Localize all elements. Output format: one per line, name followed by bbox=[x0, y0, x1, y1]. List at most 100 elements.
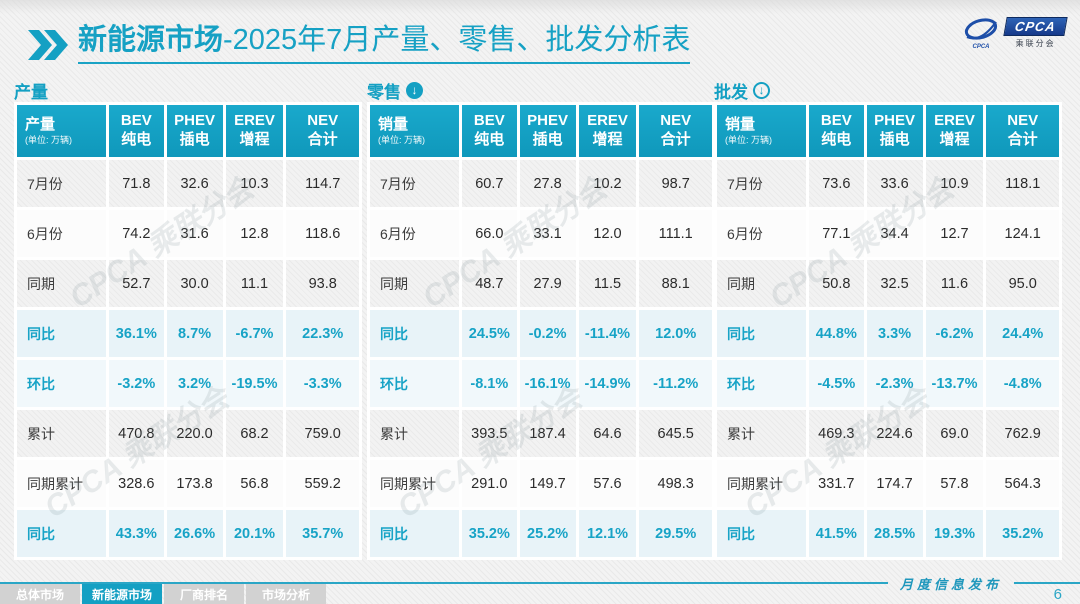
col-l2: 合计 bbox=[307, 131, 338, 148]
retail-section: 零售 ↓ 销量 (单位: 万辆) BEV 纯电 PHEV 插电 EREV 增程 NEV… bbox=[367, 78, 715, 560]
row-label: 同比 bbox=[717, 510, 807, 557]
cell-value: 174.7 bbox=[866, 460, 923, 507]
cell-value: -11.2% bbox=[639, 360, 712, 407]
cell-value: 124.1 bbox=[986, 210, 1059, 257]
table-row: 累计 393.5 187.4 64.6 645.5 bbox=[370, 410, 712, 457]
row-label: 同比 bbox=[17, 510, 107, 557]
col-l2: 插电 bbox=[532, 131, 563, 148]
cell-value: 10.2 bbox=[578, 160, 637, 207]
section-label-text: 零售 bbox=[367, 82, 401, 102]
cell-value: 36.1% bbox=[109, 310, 164, 357]
cell-value: 645.5 bbox=[639, 410, 712, 457]
cell-value: 8.7% bbox=[166, 310, 223, 357]
page-title-highlight: 新能源市场 bbox=[78, 24, 224, 56]
col-l1: NEV bbox=[660, 112, 692, 130]
cell-value: -3.2% bbox=[109, 360, 164, 407]
cell-value: 31.6 bbox=[166, 210, 223, 257]
cell-value: 68.2 bbox=[225, 410, 284, 457]
bottom-tab[interactable]: 总体市场 bbox=[0, 584, 80, 604]
section-label-text: 产量 bbox=[14, 82, 48, 102]
cell-value: 32.6 bbox=[166, 160, 223, 207]
column-header-bev: BEV 纯电 bbox=[109, 105, 164, 157]
cell-value: 93.8 bbox=[286, 260, 359, 307]
col-l2: 纯电 bbox=[121, 131, 152, 148]
cell-value: 35.2% bbox=[986, 510, 1059, 557]
cell-value: 559.2 bbox=[286, 460, 359, 507]
cell-value: 69.0 bbox=[925, 410, 984, 457]
col-l2: 合计 bbox=[660, 131, 691, 148]
cell-value: 43.3% bbox=[109, 510, 164, 557]
cell-value: 331.7 bbox=[809, 460, 864, 507]
row-label: 6月份 bbox=[717, 210, 807, 257]
cell-value: -4.8% bbox=[986, 360, 1059, 407]
row-label: 同期累计 bbox=[717, 460, 807, 507]
cell-value: -16.1% bbox=[519, 360, 576, 407]
cell-value: 35.2% bbox=[462, 510, 517, 557]
row-label: 环比 bbox=[717, 360, 807, 407]
table-row: 同期累计 328.6 173.8 56.8 559.2 bbox=[17, 460, 359, 507]
cell-value: 27.9 bbox=[519, 260, 576, 307]
title-bar: 新能源市场-2025年7月产量、零售、批发分析表 bbox=[28, 24, 691, 65]
cell-value: 25.2% bbox=[519, 510, 576, 557]
wholesale-table: 销量 (单位: 万辆) BEV 纯电 PHEV 插电 EREV 增程 NEV 合计 7月… bbox=[714, 102, 1062, 560]
cell-value: 291.0 bbox=[462, 460, 517, 507]
table-row: 7月份 60.7 27.8 10.2 98.7 bbox=[370, 160, 712, 207]
section-label-text: 批发 bbox=[714, 82, 748, 102]
row-label: 同期累计 bbox=[17, 460, 107, 507]
row-label: 同比 bbox=[717, 310, 807, 357]
column-header-nev: NEV 合计 bbox=[639, 105, 712, 157]
cell-value: -4.5% bbox=[809, 360, 864, 407]
cell-value: 20.1% bbox=[225, 510, 284, 557]
page-title-rest: -2025年7月产量、零售、批发分析表 bbox=[223, 24, 691, 56]
top-shading-band bbox=[0, 0, 1080, 14]
header-row: 销量 (单位: 万辆) BEV 纯电 PHEV 插电 EREV 增程 NEV 合计 bbox=[370, 105, 712, 157]
unit-note: (单位: 万辆) bbox=[25, 134, 72, 145]
col-l2: 插电 bbox=[179, 131, 210, 148]
cell-value: 12.8 bbox=[225, 210, 284, 257]
table-row: 6月份 74.2 31.6 12.8 118.6 bbox=[17, 210, 359, 257]
production-table: 产量 (单位: 万辆) BEV 纯电 PHEV 插电 EREV 增程 NEV 合计 7月… bbox=[14, 102, 362, 560]
row-label: 同比 bbox=[370, 310, 460, 357]
cell-value: 32.5 bbox=[866, 260, 923, 307]
table-row: 6月份 77.1 34.4 12.7 124.1 bbox=[717, 210, 1059, 257]
col-l1: EREV bbox=[587, 112, 628, 130]
column-header-phev: PHEV 插电 bbox=[519, 105, 576, 157]
bottom-tab[interactable]: 市场分析 bbox=[246, 584, 326, 604]
cell-value: 33.1 bbox=[519, 210, 576, 257]
arrow-down-circle-outline-icon: ↓ bbox=[753, 81, 770, 99]
cell-value: 95.0 bbox=[986, 260, 1059, 307]
cell-value: 27.8 bbox=[519, 160, 576, 207]
cell-value: 3.3% bbox=[866, 310, 923, 357]
row-label: 同期累计 bbox=[370, 460, 460, 507]
row-label: 同期 bbox=[717, 260, 807, 307]
table-row: 同期 48.7 27.9 11.5 88.1 bbox=[370, 260, 712, 307]
bottom-tab[interactable]: 厂商排名 bbox=[164, 584, 244, 604]
cell-value: 10.3 bbox=[225, 160, 284, 207]
cell-value: 88.1 bbox=[639, 260, 712, 307]
col-l2: 纯电 bbox=[474, 131, 505, 148]
cell-value: -3.3% bbox=[286, 360, 359, 407]
col-l2: 插电 bbox=[879, 131, 910, 148]
cell-value: 29.5% bbox=[639, 510, 712, 557]
cell-value: -2.3% bbox=[866, 360, 923, 407]
cpca-logo-text-block: CPCA 乘联分会 bbox=[1003, 17, 1068, 49]
cell-value: 71.8 bbox=[109, 160, 164, 207]
cell-value: 12.1% bbox=[578, 510, 637, 557]
cell-value: 30.0 bbox=[166, 260, 223, 307]
cell-value: 11.6 bbox=[925, 260, 984, 307]
retail-table: 销量 (单位: 万辆) BEV 纯电 PHEV 插电 EREV 增程 NEV 合计 7月… bbox=[367, 102, 715, 560]
table-row: 累计 469.3 224.6 69.0 762.9 bbox=[717, 410, 1059, 457]
cell-value: 498.3 bbox=[639, 460, 712, 507]
bottom-tab[interactable]: 新能源市场 bbox=[82, 584, 162, 604]
cell-value: 759.0 bbox=[286, 410, 359, 457]
column-header-nev: NEV 合计 bbox=[286, 105, 359, 157]
cell-value: 118.1 bbox=[986, 160, 1059, 207]
cell-value: 224.6 bbox=[866, 410, 923, 457]
cell-value: -14.9% bbox=[578, 360, 637, 407]
cell-value: 12.0% bbox=[639, 310, 712, 357]
cell-value: -13.7% bbox=[925, 360, 984, 407]
table-row: 同期累计 331.7 174.7 57.8 564.3 bbox=[717, 460, 1059, 507]
corner-label: 产量 bbox=[25, 116, 56, 133]
column-header-erev: EREV 增程 bbox=[225, 105, 284, 157]
row-label: 同期 bbox=[17, 260, 107, 307]
